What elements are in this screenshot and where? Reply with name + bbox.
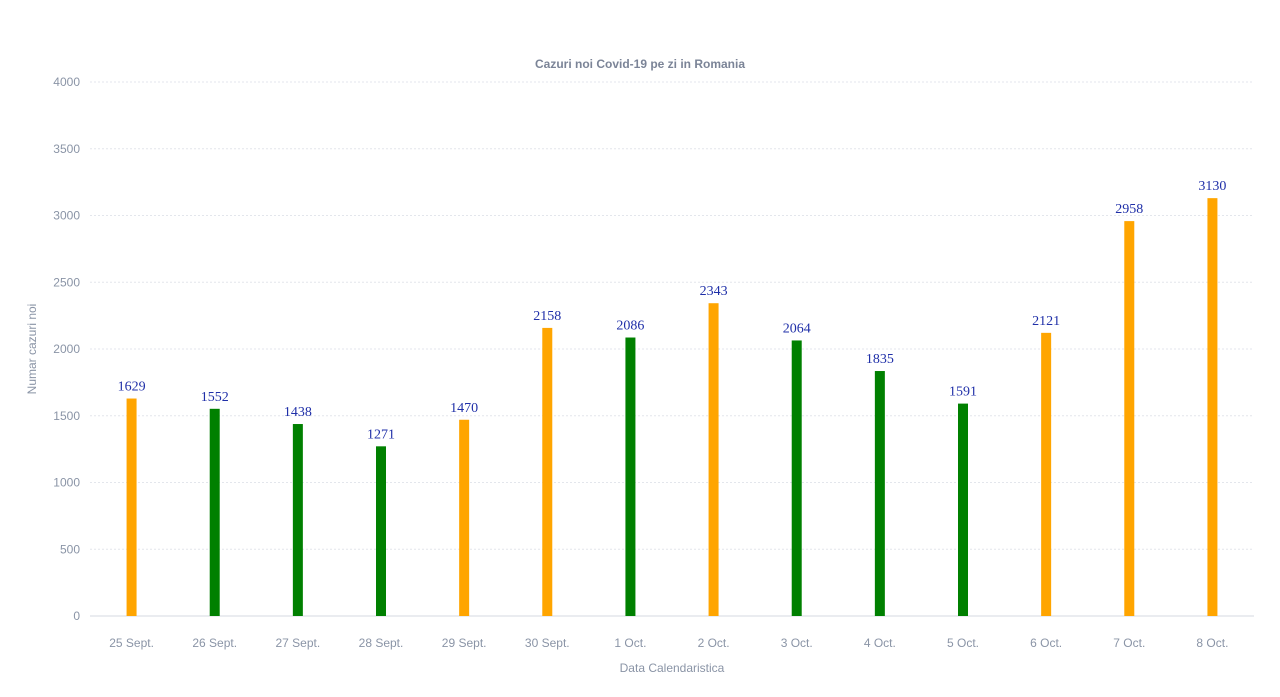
y-tick-label: 3500 [53, 142, 80, 156]
y-tick-label: 2000 [53, 342, 80, 356]
x-tick-label: 6 Oct. [1030, 636, 1062, 650]
data-label: 1629 [118, 380, 146, 395]
x-tick-label: 2 Oct. [698, 636, 730, 650]
x-axis-title: Data Calendaristica [620, 661, 725, 675]
bar [376, 446, 386, 616]
data-label: 3130 [1198, 179, 1226, 194]
x-tick-label: 1 Oct. [614, 636, 646, 650]
data-label: 1591 [949, 385, 977, 400]
y-tick-label: 500 [60, 542, 80, 556]
bar [1124, 221, 1135, 616]
x-tick-label: 27 Sept. [276, 636, 321, 650]
y-tick-label: 1500 [53, 409, 80, 423]
grid-lines [90, 81, 1254, 617]
bar [1207, 198, 1218, 616]
x-tick-labels: 25 Sept. 26 Sept. 27 Sept. 28 Sept. 29 Sept.… [109, 636, 1228, 650]
data-label: 2158 [533, 309, 561, 324]
bar [625, 337, 636, 616]
data-labels: 1629 1552 1438 1271 1470 2158 2086 2343 2064 1835… [118, 179, 1227, 442]
data-label: 1470 [450, 401, 478, 416]
bar [126, 398, 137, 616]
bar [1041, 332, 1052, 616]
x-tick-label: 8 Oct. [1196, 636, 1228, 650]
bar [708, 303, 719, 616]
x-tick-label: 5 Oct. [947, 636, 979, 650]
x-tick-label: 7 Oct. [1113, 636, 1145, 650]
data-label: 1552 [201, 390, 229, 405]
bar [958, 403, 968, 616]
y-tick-labels: 0 500 1000 1500 2000 2500 3000 3500 4000 [53, 75, 80, 623]
x-tick-label: 4 Oct. [864, 636, 896, 650]
bar [791, 340, 802, 616]
y-axis-title: Numar cazuri noi [25, 304, 39, 395]
data-label: 2343 [700, 284, 728, 299]
y-tick-label: 2500 [53, 275, 80, 289]
x-tick-label: 30 Sept. [525, 636, 570, 650]
bar [874, 371, 885, 616]
bar [209, 408, 220, 616]
data-label: 2121 [1032, 314, 1060, 329]
x-tick-label: 3 Oct. [781, 636, 813, 650]
y-tick-label: 4000 [53, 75, 80, 89]
x-tick-label: 29 Sept. [442, 636, 487, 650]
bars [126, 198, 1218, 616]
y-tick-label: 1000 [53, 476, 80, 490]
bar [292, 424, 303, 616]
x-tick-label: 26 Sept. [192, 636, 237, 650]
x-tick-label: 25 Sept. [109, 636, 154, 650]
x-tick-label: 28 Sept. [359, 636, 404, 650]
data-label: 2086 [616, 319, 644, 334]
chart-title: Cazuri noi Covid-19 pe zi in Romania [535, 57, 745, 71]
data-label: 2958 [1115, 202, 1143, 217]
y-tick-label: 3000 [53, 209, 80, 223]
bar [542, 327, 553, 616]
data-label: 1438 [284, 405, 312, 420]
y-tick-label: 0 [73, 609, 80, 623]
data-label: 1271 [367, 427, 395, 442]
data-label: 1835 [866, 352, 894, 367]
data-label: 2064 [783, 321, 811, 336]
bar [459, 419, 470, 616]
